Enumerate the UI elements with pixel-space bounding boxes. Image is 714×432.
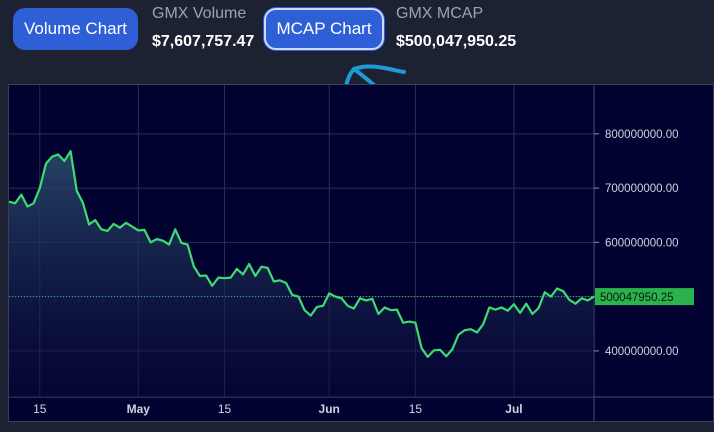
mcap-stat-value: $500,047,950.25 [396,33,517,50]
mcap-chart-button[interactable]: MCAP Chart [264,8,384,50]
y-tick-label: 400000000.00 [605,346,679,358]
x-tick-label: Jul [505,402,522,416]
x-tick-label: Jun [319,402,340,416]
series-area [9,151,594,397]
mcap-chart[interactable]: 800000000.00 700000000.00 600000000.00 5000… [8,84,714,422]
x-tick-label: 15 [218,402,232,416]
x-tick-label: 15 [33,402,47,416]
x-tick-label: May [127,402,151,416]
series-line [9,150,595,358]
volume-stat-value: $7,607,757.47 [152,33,255,50]
chart-toolbar: Volume Chart GMX Volume $7,607,757.47 MC… [0,0,714,82]
mcap-stat-label: GMX MCAP [396,5,484,22]
y-tick-label: 700000000.00 [605,183,679,195]
last-value-tag [595,288,694,306]
mcap-chart-canvas: 800000000.00 700000000.00 600000000.00 5000… [9,85,713,421]
volume-chart-button[interactable]: Volume Chart [13,8,138,50]
x-tick-label: 15 [409,402,423,416]
y-tick-label: 800000000.00 [605,129,679,141]
last-value-label: 500047950.25 [600,292,674,304]
volume-stat-label: GMX Volume [152,5,247,22]
y-tick-label: 600000000.00 [605,237,679,249]
